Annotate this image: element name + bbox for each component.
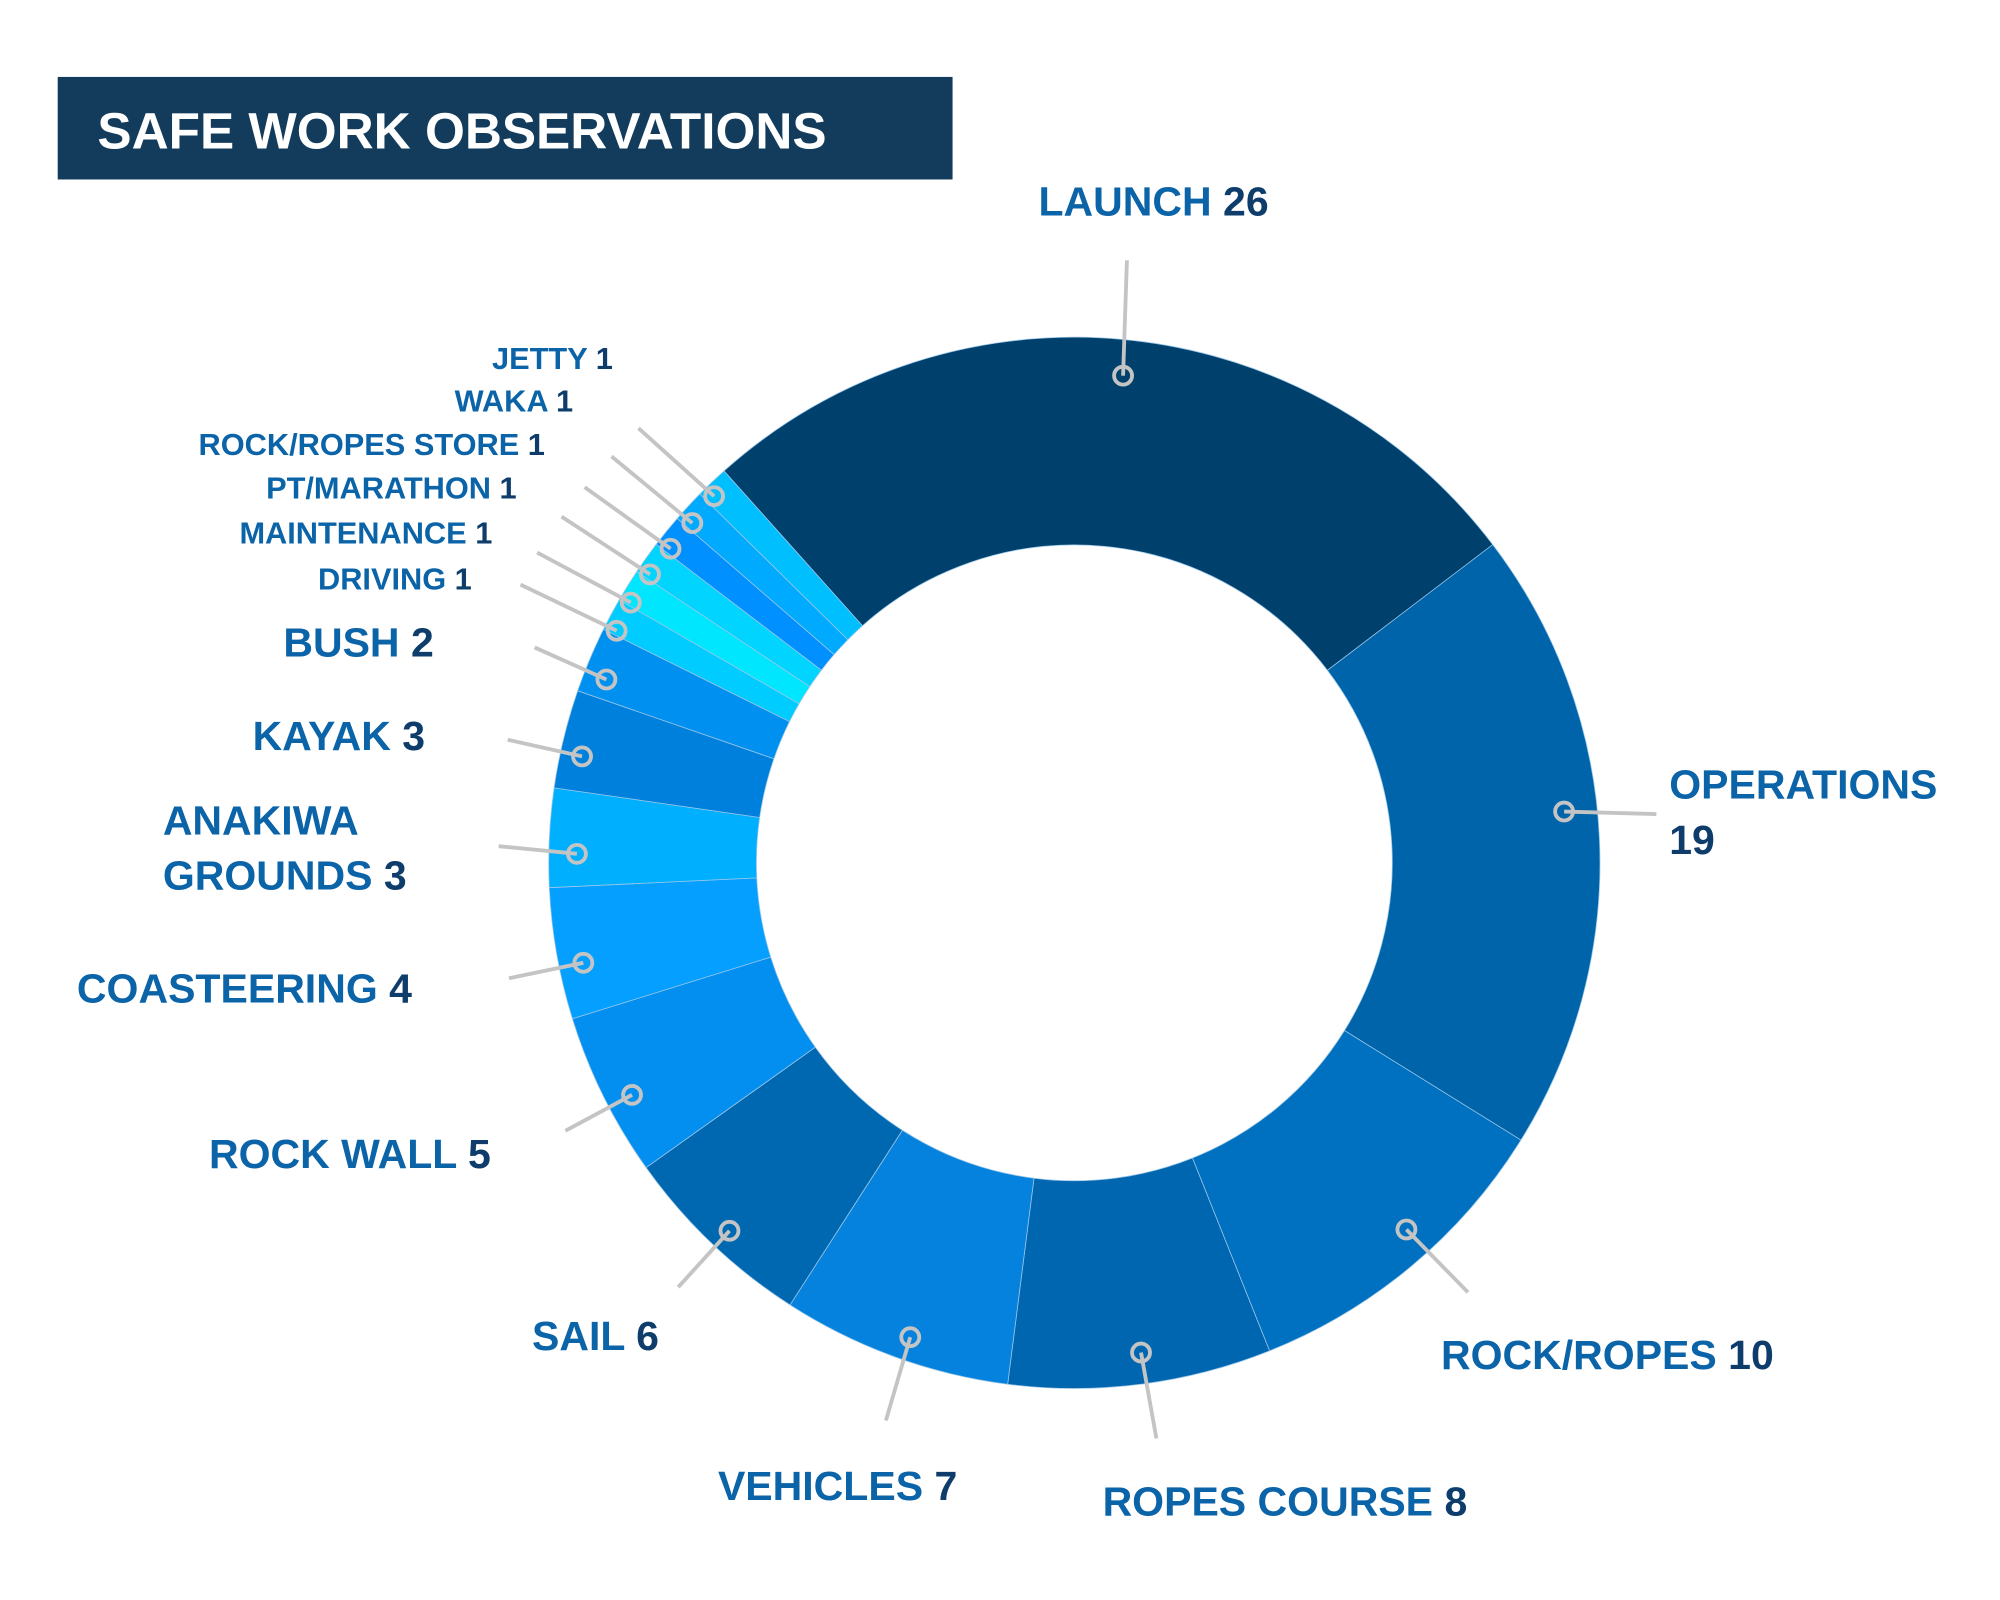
label-text: ROPES COURSE <box>1103 1478 1445 1524</box>
leader-line-driving <box>519 582 618 633</box>
label-value: 7 <box>934 1463 957 1509</box>
label-coasteering: COASTEERING 4 <box>77 966 412 1012</box>
marker-ropes-course <box>1130 1341 1152 1364</box>
label-text: ROCK/ROPES STORE <box>199 427 528 462</box>
label-text: COASTEERING <box>77 966 389 1012</box>
label-text: OPERATIONS <box>1669 762 1937 808</box>
leader-line-coasteering <box>508 960 584 981</box>
label-value: 1 <box>556 384 573 419</box>
label-pt-marathon: PT/MARATHON 1 <box>266 471 517 506</box>
label-operations: OPERATIONS 19 <box>1669 762 1937 863</box>
marker-rock-wall <box>621 1083 643 1106</box>
label-maintenance: MAINTENANCE 1 <box>239 516 492 551</box>
label-value: 4 <box>389 966 412 1012</box>
label-value: 1 <box>596 341 613 376</box>
leader-line-ropes-course <box>1139 1352 1159 1439</box>
leader-line-pt-marathon <box>560 515 652 576</box>
leader-line-rock-ropes-store <box>583 485 672 551</box>
label-text: ANAKIWA <box>163 798 359 844</box>
marker-bush <box>595 668 618 691</box>
slice-launch <box>723 336 1494 671</box>
label-kayak: KAYAK 3 <box>253 713 426 759</box>
label-driving: DRIVING 1 <box>318 562 472 597</box>
label-value: 3 <box>384 853 407 899</box>
label-value: 19 <box>1669 817 1715 863</box>
marker-sail <box>718 1219 741 1242</box>
marker-driving <box>605 619 628 642</box>
label-launch: LAUNCH 26 <box>1038 178 1268 224</box>
marker-coasteering <box>572 951 595 974</box>
label-text: LAUNCH <box>1038 178 1223 224</box>
label-value: 6 <box>636 1313 659 1359</box>
label-value: 1 <box>500 471 517 506</box>
marker-pt-marathon <box>639 563 661 586</box>
marker-anakiwa-grounds <box>566 842 588 865</box>
label-jetty: JETTY 1 <box>492 341 613 376</box>
leader-line-launch <box>1121 260 1129 376</box>
label-rock-ropes: ROCK/ROPES 10 <box>1441 1332 1774 1378</box>
label-value: 1 <box>475 516 492 551</box>
label-text: VEHICLES <box>718 1463 935 1509</box>
marker-rock-ropes <box>1395 1218 1418 1241</box>
marker-waka <box>681 512 704 534</box>
label-text: DRIVING <box>318 562 455 597</box>
label-text: ROCK WALL <box>209 1131 468 1177</box>
label-ropes-course: ROPES COURSE 8 <box>1103 1478 1468 1524</box>
leader-line-rock-ropes <box>1405 1228 1470 1294</box>
label-vehicles: VEHICLES 7 <box>718 1463 957 1509</box>
label-value: 26 <box>1223 178 1269 224</box>
marker-maintenance <box>619 591 642 614</box>
leader-line-waka <box>610 454 694 525</box>
label-sail: SAIL 6 <box>532 1313 659 1359</box>
label-bush: BUSH 2 <box>283 619 433 665</box>
marker-operations <box>1553 800 1575 823</box>
leader-line-kayak <box>507 737 583 759</box>
title-background <box>57 76 953 180</box>
leader-line-jetty <box>637 426 716 498</box>
label-value: 5 <box>468 1131 491 1177</box>
label-text: KAYAK <box>253 713 403 759</box>
label-value: 1 <box>528 427 545 462</box>
label-text: ROCK/ROPES <box>1441 1332 1728 1378</box>
label-anakiwa-grounds: ANAKIWA GROUNDS 3 <box>163 798 407 899</box>
leader-line-vehicles <box>884 1336 913 1422</box>
marker-kayak <box>571 745 593 768</box>
label-text: BUSH <box>283 619 411 665</box>
label-value: 10 <box>1728 1332 1774 1378</box>
label-rock-ropes-store: ROCK/ROPES STORE 1 <box>199 427 545 462</box>
label-text: MAINTENANCE <box>239 516 475 551</box>
label-text: GROUNDS <box>163 853 384 899</box>
marker-vehicles <box>899 1326 922 1349</box>
leader-line-bush <box>533 645 608 682</box>
leader-line-maintenance <box>536 550 632 605</box>
marker-jetty <box>703 485 726 508</box>
label-text: WAKA <box>455 384 556 419</box>
label-waka: WAKA 1 <box>455 384 573 419</box>
label-value: 8 <box>1444 1478 1467 1524</box>
label-text: SAIL <box>532 1313 636 1359</box>
leader-line-rock-wall <box>564 1093 633 1133</box>
label-value: 3 <box>402 713 425 759</box>
chart-title: SAFE WORK OBSERVATIONS <box>97 103 826 160</box>
marker-launch <box>1112 364 1134 387</box>
label-rock-wall: ROCK WALL 5 <box>209 1131 491 1177</box>
leader-line-operations <box>1564 809 1657 817</box>
label-text: JETTY <box>492 341 596 376</box>
slice-operations <box>1326 544 1601 1141</box>
label-value: 1 <box>455 562 472 597</box>
marker-rock-ropes-store <box>659 537 682 560</box>
leader-line-anakiwa-grounds <box>498 844 578 856</box>
slice-jetty <box>699 470 863 641</box>
label-value: 2 <box>411 619 434 665</box>
label-text: PT/MARATHON <box>266 471 499 506</box>
leader-line-sail <box>676 1229 731 1289</box>
